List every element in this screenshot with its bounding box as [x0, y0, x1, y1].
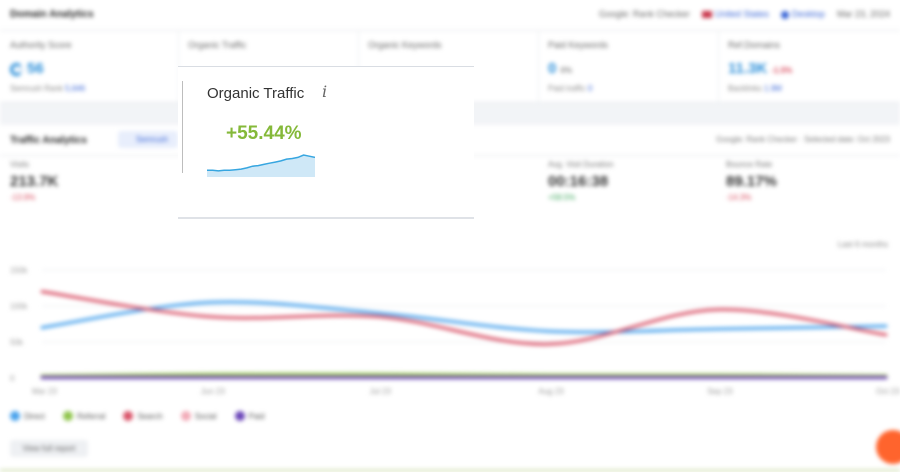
series-line-referral[interactable]: [40, 372, 888, 378]
organic-traffic-card[interactable]: Organic Traffic i +55.44%: [178, 66, 474, 219]
filter-chip[interactable]: Semrush: [118, 131, 178, 148]
legend-label: Referral: [76, 411, 106, 421]
x-tick-label: Mar 23: [32, 387, 57, 396]
kpi-paid-keywords[interactable]: Paid Keywords 0 0% Paid traffic 0: [538, 30, 719, 102]
legend-dot-icon: [10, 411, 20, 421]
traffic-context: Google: Rank Checker · Selected date: Oc…: [716, 135, 890, 144]
series-line-direct[interactable]: [40, 300, 888, 334]
stat-visits[interactable]: Visits 213.7K -13.9%: [10, 160, 59, 202]
x-tick-label: Jun 23: [201, 387, 226, 396]
score-ring-icon: [10, 62, 23, 76]
legend-item-referral[interactable]: Referral: [62, 411, 106, 421]
y-tick-label: 100k: [10, 302, 28, 311]
sparkline-line: [207, 154, 315, 172]
globe-icon: [780, 10, 789, 19]
view-full-report-button[interactable]: View full report: [10, 440, 88, 457]
legend-item-direct[interactable]: Direct: [10, 411, 45, 421]
period-selector[interactable]: Last 6 months: [837, 240, 888, 249]
date-selector[interactable]: Mar 23, 2024: [836, 9, 890, 19]
legend-item-social[interactable]: Social: [180, 411, 217, 421]
legend-item-search[interactable]: Search: [123, 411, 163, 421]
legend-dot-icon: [180, 411, 191, 421]
organic-traffic-change: +55.44%: [226, 123, 302, 144]
stat-visit-duration[interactable]: Avg. Visit Duration 00:16:38 +58.5%: [548, 160, 614, 202]
chart-legend: Direct Referral Search Social Paid: [10, 411, 265, 421]
y-tick-label: 0: [10, 374, 15, 383]
legend-dot-icon: [123, 411, 134, 421]
card-divider: [182, 81, 183, 173]
legend-label: Social: [194, 411, 217, 421]
x-tick-label: Oct 23: [876, 387, 900, 396]
legend-item-paid[interactable]: Paid: [234, 411, 265, 421]
x-tick-label: Aug 23: [538, 387, 564, 396]
database-label: Google: Rank Checker: [598, 9, 690, 19]
device-selector[interactable]: Desktop: [780, 9, 825, 19]
info-icon[interactable]: i: [322, 82, 328, 101]
legend-dot-icon: [234, 411, 245, 421]
page-title: Domain Analytics: [10, 9, 94, 20]
traffic-analytics-title: Traffic Analytics: [10, 135, 87, 146]
organic-traffic-sparkline: [207, 154, 315, 177]
legend-label: Paid: [248, 411, 265, 421]
kpi-organic-keywords[interactable]: Organic Keywords: [358, 30, 539, 102]
country-selector[interactable]: United States: [701, 9, 769, 19]
x-tick-label: Jul 23: [370, 387, 392, 396]
sparkline-area: [207, 155, 315, 177]
kpi-ref-domains[interactable]: Ref.Domains 11.3K -1.5% Backlinks 1.9M: [728, 40, 793, 93]
traffic-line-chart: 150k 100k 50k 0 Mar 23 Jun 23 Jul 23 Aug 23 Sep …: [10, 266, 900, 396]
chat-bubble-icon[interactable]: [876, 430, 900, 464]
legend-label: Direct: [24, 411, 45, 421]
kpi-row: Authority Score 56 Semrush Rank 5,646 Or…: [0, 30, 900, 103]
y-tick-label: 150k: [10, 266, 28, 275]
series-line-search[interactable]: [40, 290, 888, 346]
x-tick-label: Sep 23: [707, 387, 733, 396]
legend-label: Search: [137, 411, 163, 421]
flag-icon: [701, 11, 712, 19]
stat-bounce-rate[interactable]: Bounce Rate 89.17% -14.3%: [726, 160, 777, 202]
bottom-border: [0, 469, 900, 472]
top-bar-context: Google: Rank Checker United States Deskt…: [599, 9, 890, 19]
top-bar: Domain Analytics Google: Rank Checker Un…: [0, 0, 900, 31]
card-title: Organic Traffic: [207, 85, 305, 102]
y-tick-label: 50k: [10, 338, 24, 347]
legend-dot-icon: [62, 411, 73, 421]
kpi-authority-score[interactable]: Authority Score 56 Semrush Rank 5,646: [0, 30, 179, 102]
